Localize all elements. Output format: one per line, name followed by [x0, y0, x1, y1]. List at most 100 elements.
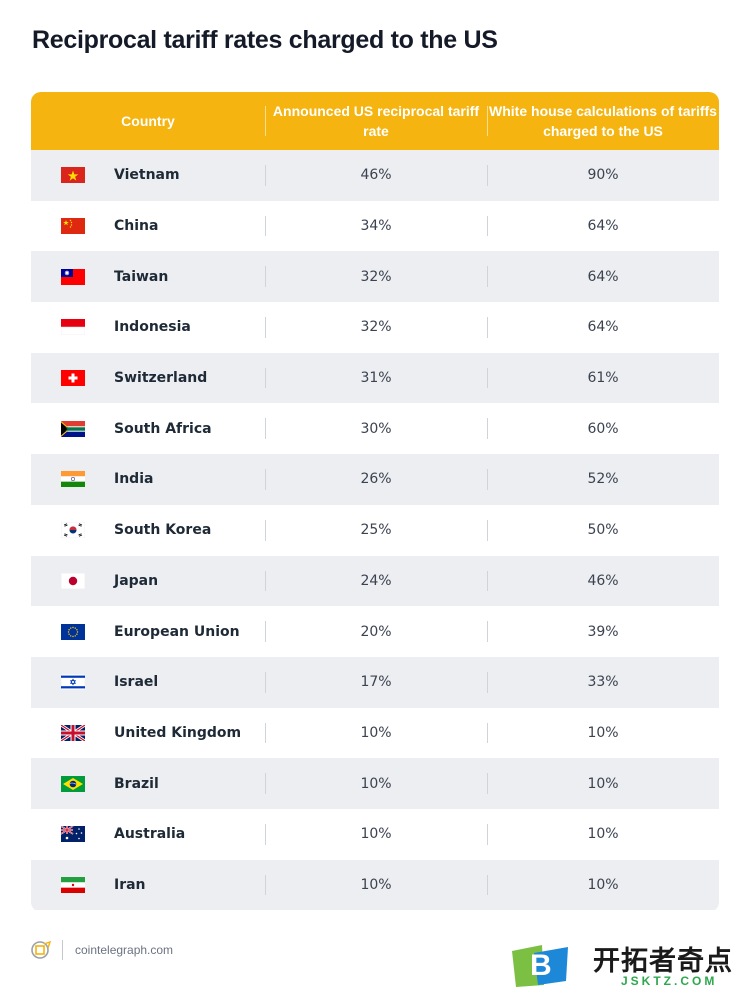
japan-flag-icon	[61, 572, 85, 589]
table-row: India 26% 52%	[31, 454, 719, 505]
country-name: Switzerland	[114, 370, 208, 387]
announced-rate-cell: 26%	[265, 454, 487, 505]
calculated-rate-cell: 90%	[487, 150, 719, 201]
source-link[interactable]: cointelegraph.com	[75, 943, 174, 957]
announced-rate-cell: 10%	[265, 708, 487, 759]
country-cell: South Africa	[31, 403, 265, 454]
country-cell: Israel	[31, 657, 265, 708]
calculated-rate-cell: 64%	[487, 201, 719, 252]
column-header-calculated: White house calculations of tariffs char…	[487, 92, 719, 150]
country-name: Australia	[114, 826, 186, 843]
watermark-logo-icon: B	[512, 945, 568, 987]
announced-rate-cell: 46%	[265, 150, 487, 201]
country-name: European Union	[114, 623, 240, 640]
column-header-announced: Announced US reciprocal tariff rate	[265, 92, 487, 150]
table-row: Japan 24% 46%	[31, 555, 719, 607]
announced-rate-cell: 20%	[265, 606, 487, 657]
announced-rate-cell: 10%	[265, 809, 487, 860]
european-union-flag-icon	[61, 623, 85, 640]
switzerland-flag-icon	[61, 370, 85, 387]
table-row: South Africa 30% 60%	[31, 403, 719, 454]
table-row: Brazil 10% 10%	[31, 758, 719, 809]
country-cell: European Union	[31, 606, 265, 657]
column-header-country: Country	[121, 113, 175, 129]
country-cell: South Korea	[31, 505, 265, 556]
calculated-rate-cell: 52%	[487, 454, 719, 505]
footer-divider	[62, 940, 63, 960]
page-title: Reciprocal tariff rates charged to the U…	[32, 26, 498, 54]
india-flag-icon	[61, 471, 85, 488]
announced-rate-cell: 10%	[265, 860, 487, 911]
country-name: Brazil	[114, 775, 159, 792]
country-cell: Indonesia	[31, 302, 265, 353]
table-row: Australia 10% 10%	[31, 809, 719, 860]
announced-rate-cell: 24%	[265, 556, 487, 607]
announced-rate-cell: 10%	[265, 758, 487, 809]
table-row: South Korea 25% 50%	[31, 505, 719, 556]
announced-rate-cell: 32%	[265, 251, 487, 302]
country-name: India	[114, 471, 154, 488]
announced-rate-cell: 34%	[265, 201, 487, 252]
country-cell: China	[31, 201, 265, 252]
country-cell: Switzerland	[31, 353, 265, 404]
country-cell: United Kingdom	[31, 708, 265, 759]
table-row: Switzerland 31% 61%	[31, 352, 719, 404]
country-cell: Taiwan	[31, 251, 265, 302]
country-name: Israel	[114, 674, 159, 691]
south-africa-flag-icon	[61, 420, 85, 437]
table-row: China 34% 64%	[31, 201, 719, 252]
table-body: Vietnam 46% 90% China 34% 64% Taiwan 32% 64% Indo…	[31, 150, 719, 911]
country-name: Japan	[114, 572, 159, 589]
calculated-rate-cell: 46%	[487, 556, 719, 607]
table-row: Vietnam 46% 90%	[31, 150, 719, 201]
announced-rate-cell: 17%	[265, 657, 487, 708]
taiwan-flag-icon	[61, 268, 85, 285]
south-korea-flag-icon	[61, 522, 85, 539]
calculated-rate-cell: 10%	[487, 758, 719, 809]
table-row: Taiwan 32% 64%	[31, 251, 719, 303]
table-row: Israel 17% 33%	[31, 656, 719, 708]
country-name: Iran	[114, 876, 146, 893]
calculated-rate-cell: 64%	[487, 302, 719, 353]
watermark-en-text: JSKTZ.COM	[621, 974, 718, 988]
united-kingdom-flag-icon	[61, 724, 85, 741]
china-flag-icon	[61, 218, 85, 235]
country-name: South Africa	[114, 420, 212, 437]
announced-rate-cell: 25%	[265, 505, 487, 556]
country-name: Vietnam	[114, 167, 180, 184]
announced-rate-cell: 32%	[265, 302, 487, 353]
tariff-table: Country Announced US reciprocal tariff r…	[31, 92, 719, 912]
table-row: Iran 10% 10%	[31, 859, 719, 911]
announced-rate-cell: 31%	[265, 353, 487, 404]
cointelegraph-logo-icon	[31, 940, 52, 959]
country-cell: India	[31, 454, 265, 505]
country-name: Indonesia	[114, 319, 191, 336]
brazil-flag-icon	[61, 775, 85, 792]
country-cell: Australia	[31, 809, 265, 860]
country-name: United Kingdom	[114, 724, 242, 741]
table-row: United Kingdom 10% 10%	[31, 708, 719, 759]
table-row: Indonesia 32% 64%	[31, 302, 719, 353]
calculated-rate-cell: 60%	[487, 403, 719, 454]
table-row: European Union 20% 39%	[31, 606, 719, 657]
iran-flag-icon	[61, 876, 85, 893]
country-cell: Vietnam	[31, 150, 265, 201]
watermark: B 开拓者奇点 JSKTZ.COM	[508, 937, 748, 993]
indonesia-flag-icon	[61, 319, 85, 336]
announced-rate-cell: 30%	[265, 403, 487, 454]
country-cell: Brazil	[31, 758, 265, 809]
watermark-cn-text: 开拓者奇点	[593, 946, 733, 977]
country-cell: Iran	[31, 860, 265, 911]
calculated-rate-cell: 64%	[487, 251, 719, 302]
calculated-rate-cell: 10%	[487, 860, 719, 911]
australia-flag-icon	[61, 826, 85, 843]
country-name: Taiwan	[114, 268, 169, 285]
calculated-rate-cell: 39%	[487, 606, 719, 657]
vietnam-flag-icon	[61, 167, 85, 184]
calculated-rate-cell: 50%	[487, 505, 719, 556]
watermark-letter: B	[530, 949, 552, 982]
calculated-rate-cell: 61%	[487, 353, 719, 404]
table-header: Country Announced US reciprocal tariff r…	[31, 92, 719, 150]
calculated-rate-cell: 10%	[487, 708, 719, 759]
country-cell: Japan	[31, 556, 265, 607]
